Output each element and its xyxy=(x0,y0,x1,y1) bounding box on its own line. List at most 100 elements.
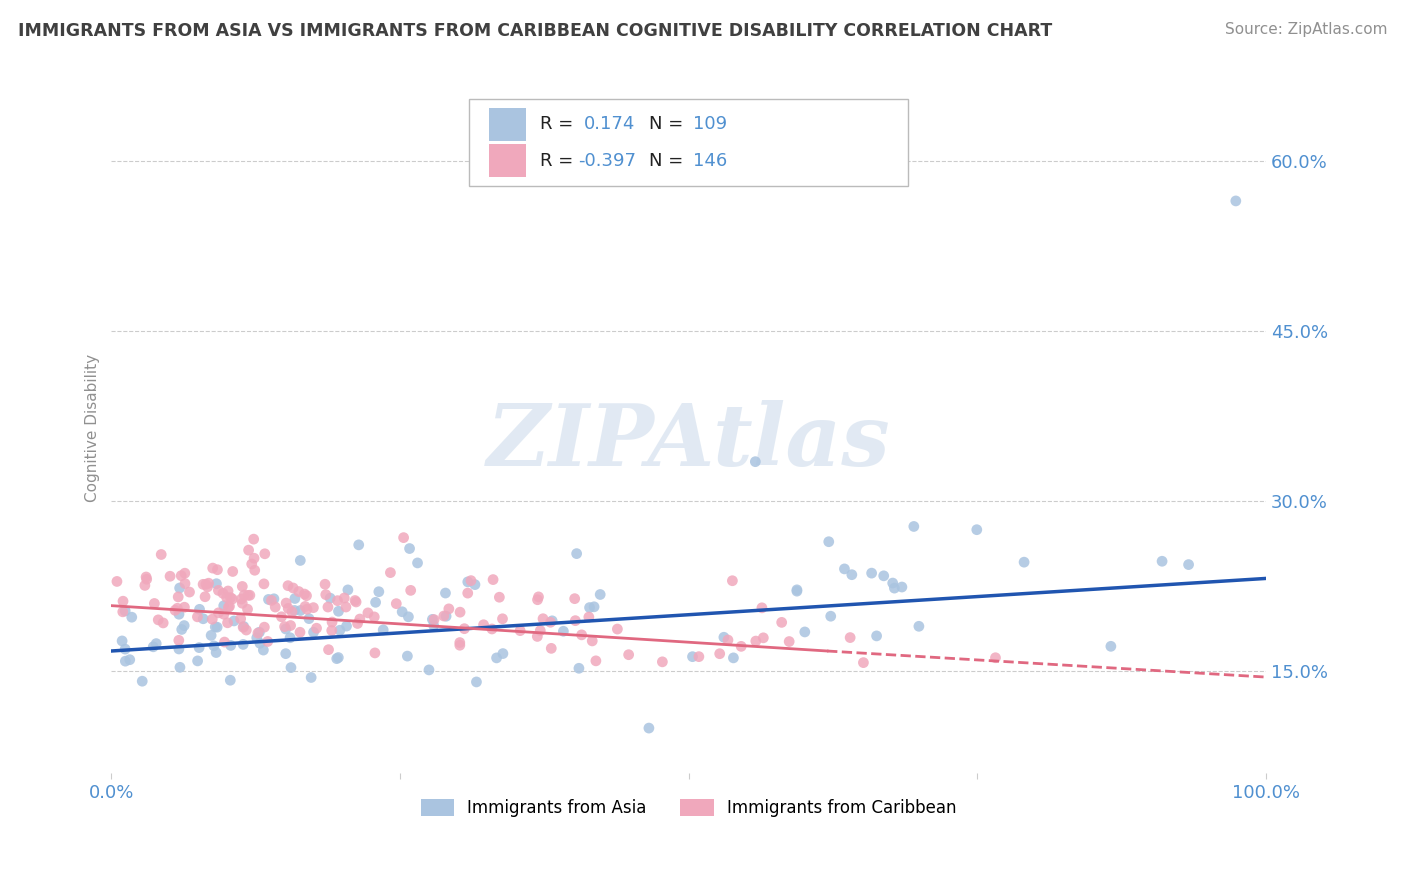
Point xyxy=(222,614,245,628)
Point xyxy=(205,576,228,591)
Point xyxy=(235,623,257,637)
Point xyxy=(328,650,350,665)
Point xyxy=(298,612,321,626)
Point xyxy=(257,592,280,607)
Point xyxy=(167,642,190,657)
Point xyxy=(236,602,259,616)
Point xyxy=(465,674,488,689)
Point xyxy=(212,586,235,600)
Point xyxy=(406,556,429,570)
Point xyxy=(491,612,513,626)
Point xyxy=(284,591,307,606)
Point xyxy=(568,661,591,675)
Point xyxy=(723,651,745,665)
Point xyxy=(233,588,256,602)
Point xyxy=(253,577,276,591)
Point xyxy=(134,578,156,592)
Point xyxy=(852,656,875,670)
Point xyxy=(218,599,240,614)
Point xyxy=(193,612,215,626)
Point xyxy=(229,612,252,626)
Point xyxy=(793,624,815,639)
Point xyxy=(197,576,219,591)
Point xyxy=(252,643,274,657)
Point xyxy=(173,600,195,615)
Point xyxy=(786,582,808,597)
Point xyxy=(966,523,988,537)
Point xyxy=(367,584,389,599)
Point xyxy=(214,635,236,649)
Point xyxy=(385,597,408,611)
Point xyxy=(820,609,842,624)
Point xyxy=(364,595,387,609)
Point xyxy=(253,547,276,561)
Point xyxy=(617,648,640,662)
Point xyxy=(606,622,628,636)
Point xyxy=(457,586,479,600)
Point xyxy=(1152,554,1174,568)
Point xyxy=(194,577,217,591)
Point xyxy=(186,610,208,624)
Point xyxy=(264,600,287,615)
Point xyxy=(179,585,201,599)
Point xyxy=(509,624,531,638)
Point xyxy=(205,646,228,660)
Point xyxy=(744,455,766,469)
Point xyxy=(118,653,141,667)
Point xyxy=(135,570,157,584)
Point xyxy=(364,646,387,660)
Point xyxy=(578,610,600,624)
Point xyxy=(565,547,588,561)
Point xyxy=(1099,640,1122,654)
Point xyxy=(204,620,226,634)
Point xyxy=(770,615,793,630)
Point xyxy=(321,624,343,638)
Point xyxy=(219,591,242,605)
Point xyxy=(433,609,456,624)
Point xyxy=(302,625,325,640)
Text: N =: N = xyxy=(650,115,689,133)
Point xyxy=(243,563,266,577)
Point xyxy=(240,557,263,571)
Point xyxy=(346,616,368,631)
Point xyxy=(212,607,235,622)
Point xyxy=(449,638,471,652)
Point xyxy=(778,634,800,648)
Point xyxy=(638,721,661,735)
Point xyxy=(280,618,302,632)
Point xyxy=(564,591,586,606)
Point xyxy=(453,622,475,636)
Point xyxy=(423,613,446,627)
Point xyxy=(200,628,222,642)
Point xyxy=(170,623,193,637)
Point xyxy=(256,634,278,648)
Point xyxy=(232,620,254,634)
Point xyxy=(277,601,299,615)
Point xyxy=(219,639,242,653)
Point xyxy=(553,624,575,639)
Point xyxy=(373,623,395,637)
Point xyxy=(585,654,607,668)
Point xyxy=(344,595,367,609)
Point xyxy=(105,574,128,589)
Point xyxy=(194,590,217,604)
Point xyxy=(231,592,253,607)
Point xyxy=(464,577,486,591)
Point xyxy=(839,631,862,645)
Point xyxy=(318,642,340,657)
Point xyxy=(166,601,188,615)
Point xyxy=(169,660,191,674)
Point xyxy=(903,519,925,533)
Point xyxy=(249,636,271,650)
Point xyxy=(114,642,136,657)
Point xyxy=(315,588,337,602)
Point xyxy=(482,573,505,587)
Point xyxy=(112,594,135,608)
Point xyxy=(165,603,187,617)
Point xyxy=(280,660,302,674)
Point xyxy=(485,651,508,665)
Point xyxy=(396,649,419,664)
Point xyxy=(222,565,245,579)
Text: 146: 146 xyxy=(693,152,727,169)
Point xyxy=(174,576,197,591)
